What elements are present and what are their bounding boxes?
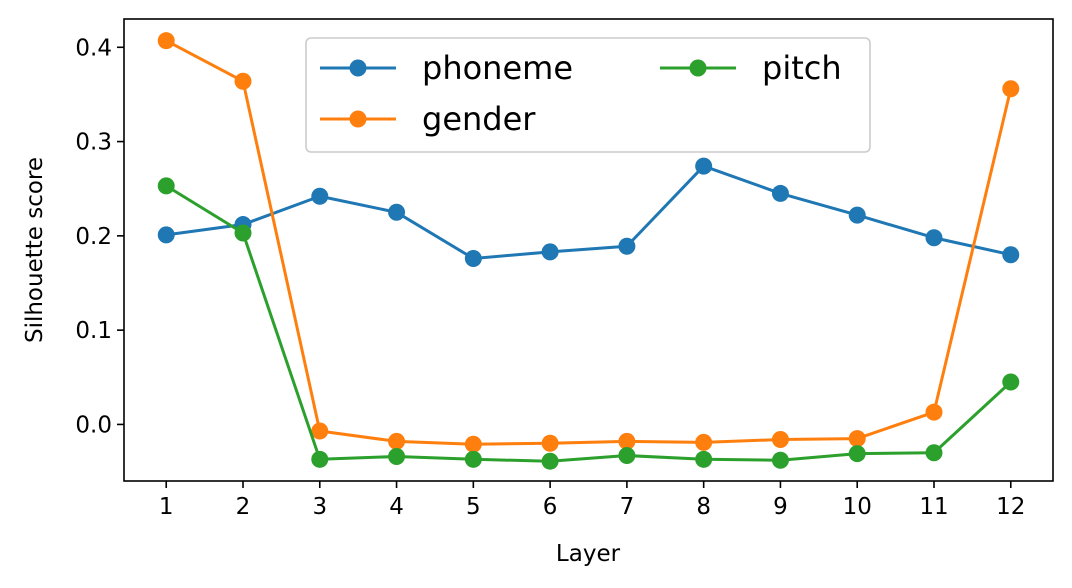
data-point-gender	[618, 432, 636, 450]
data-point-pitch	[388, 447, 406, 465]
x-tick-label: 3	[312, 494, 327, 520]
data-point-gender	[464, 435, 482, 453]
series-line-phoneme	[166, 164, 1012, 260]
data-point-gender	[311, 422, 329, 440]
data-point-pitch	[541, 452, 559, 470]
data-point-pitch	[1002, 373, 1020, 391]
data-point-pitch	[157, 177, 175, 195]
data-point-gender	[771, 431, 789, 449]
y-tick-label: 0.3	[75, 130, 112, 156]
data-point-phoneme	[464, 249, 482, 267]
legend-swatch-marker	[689, 59, 707, 77]
data-point-pitch	[234, 224, 252, 242]
y-tick-label: 0.2	[75, 224, 112, 250]
data-point-gender	[541, 434, 559, 452]
legend-swatch-marker	[349, 110, 367, 128]
data-point-gender	[848, 430, 866, 448]
plot-frame	[123, 18, 1054, 482]
series-layer	[157, 32, 1020, 470]
x-tick-label: 8	[696, 494, 711, 520]
legend-item-phoneme: phoneme	[320, 49, 573, 87]
data-point-pitch	[848, 445, 866, 463]
data-point-pitch	[464, 450, 482, 468]
data-point-pitch	[695, 450, 713, 468]
x-tick-label: 10	[843, 494, 872, 520]
legend: phoneme gender pitch	[305, 37, 871, 153]
x-axis: 1 2 3 4 5 6 7 8 9 10 11 12	[159, 481, 1025, 520]
x-axis-label: Layer	[556, 541, 621, 567]
data-point-gender	[388, 432, 406, 450]
data-point-phoneme	[541, 243, 559, 261]
x-tick-label: 4	[389, 494, 404, 520]
data-point-gender	[234, 72, 252, 90]
x-tick-label: 11	[919, 494, 948, 520]
legend-label: pitch	[762, 49, 842, 87]
x-tick-label: 5	[466, 494, 481, 520]
x-tick-label: 7	[620, 494, 635, 520]
data-point-pitch	[618, 447, 636, 465]
data-point-gender	[1002, 80, 1020, 98]
series-pitch	[157, 177, 1020, 470]
y-tick-label: 0.4	[75, 35, 112, 61]
y-axis: 0.0 0.1 0.2 0.3 0.4	[75, 35, 124, 438]
data-point-phoneme	[388, 203, 406, 221]
data-point-pitch	[311, 450, 329, 468]
data-point-phoneme	[771, 184, 789, 202]
data-point-phoneme	[848, 206, 866, 224]
data-point-phoneme	[157, 226, 175, 244]
data-point-pitch	[925, 444, 943, 462]
y-axis-label: Silhouette score	[22, 157, 48, 343]
y-tick-label: 0.0	[75, 412, 112, 438]
series-line-pitch	[165, 184, 1012, 463]
y-tick-label: 0.1	[75, 318, 112, 344]
series-phoneme	[157, 157, 1020, 267]
x-tick-label: 9	[773, 494, 788, 520]
x-tick-label: 12	[996, 494, 1025, 520]
x-tick-label: 6	[543, 494, 558, 520]
legend-item-pitch: pitch	[660, 49, 842, 87]
data-point-phoneme	[618, 237, 636, 255]
data-point-pitch	[771, 451, 789, 469]
legend-label: phoneme	[422, 49, 573, 87]
legend-swatch-marker	[349, 59, 367, 77]
data-point-phoneme	[695, 157, 713, 175]
series-line-gender	[165, 39, 1013, 446]
data-point-gender	[157, 32, 175, 50]
data-point-gender	[925, 403, 943, 421]
data-point-phoneme	[1002, 246, 1020, 264]
x-tick-label: 2	[236, 494, 251, 520]
legend-item-gender: gender	[320, 100, 536, 138]
data-point-gender	[695, 433, 713, 451]
x-tick-label: 1	[159, 494, 174, 520]
data-point-phoneme	[925, 229, 943, 247]
data-point-phoneme	[311, 187, 329, 205]
series-gender	[157, 32, 1020, 453]
legend-label: gender	[422, 100, 536, 138]
